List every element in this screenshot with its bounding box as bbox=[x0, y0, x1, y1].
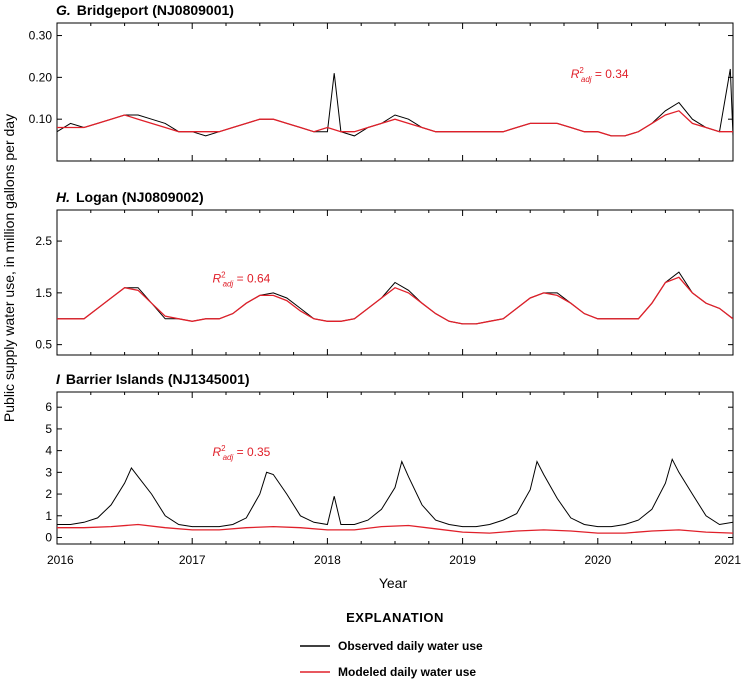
observed-series-line bbox=[57, 457, 733, 528]
panel-h: H. Logan (NJ0809002) 0.5 1.5 2.5 R2 adj = 0.64 bbox=[35, 189, 734, 356]
r2-value: = 0.35 bbox=[233, 445, 270, 459]
r2-annotation: R2 adj = 0.35 bbox=[212, 444, 270, 462]
r2-value: = 0.64 bbox=[233, 272, 270, 286]
panel-title: H. Logan (NJ0809002) bbox=[56, 189, 204, 205]
panel-name: Logan (NJ0809002) bbox=[76, 189, 204, 205]
panel-name: Barrier Islands (NJ1345001) bbox=[66, 371, 250, 387]
panel-letter: I bbox=[56, 371, 61, 387]
x-tick-label: 2017 bbox=[179, 553, 206, 567]
modeled-series-line bbox=[57, 110, 733, 137]
legend: EXPLANATION Observed daily water use Mod… bbox=[300, 610, 483, 679]
panel-name: Bridgeport (NJ0809001) bbox=[77, 2, 234, 18]
observed-series-line bbox=[57, 271, 733, 325]
y-tick-label: 2 bbox=[45, 487, 52, 501]
x-tick-label: 2016 bbox=[47, 553, 74, 567]
r2-annotation: R2 adj = 0.34 bbox=[571, 66, 629, 84]
r2-symbol: R bbox=[212, 445, 221, 459]
panel-g: G. Bridgeport (NJ0809001) 0.10 0.20 0.30 R2 ad… bbox=[29, 2, 734, 162]
r2-superscript: 2 bbox=[579, 66, 584, 75]
panel-letter: G. bbox=[56, 2, 71, 18]
y-tick-label: 4 bbox=[45, 444, 52, 458]
r2-symbol: R bbox=[571, 67, 580, 81]
x-tick-label: 2018 bbox=[314, 553, 341, 567]
r2-superscript: 2 bbox=[221, 444, 226, 453]
y-tick-label: 6 bbox=[45, 400, 52, 414]
r2-subscript: adj bbox=[581, 75, 592, 84]
y-tick-label: 3 bbox=[45, 465, 52, 479]
modeled-series-line bbox=[57, 523, 733, 534]
r2-superscript: 2 bbox=[221, 271, 226, 280]
y-tick-label: 1.5 bbox=[35, 286, 52, 300]
y-tick-label: 0.5 bbox=[35, 338, 52, 352]
x-tick-label: 2021 bbox=[714, 553, 741, 567]
legend-title: EXPLANATION bbox=[346, 610, 444, 625]
r2-symbol: R bbox=[212, 272, 221, 286]
y-tick-label: 0.10 bbox=[29, 112, 53, 126]
r2-value: = 0.34 bbox=[592, 67, 629, 81]
legend-label-modeled: Modeled daily water use bbox=[338, 665, 476, 679]
r2-subscript: adj bbox=[223, 280, 234, 289]
y-tick-label: 1 bbox=[45, 509, 52, 523]
y-tick-label: 0.30 bbox=[29, 29, 53, 43]
y-tick-label: 0 bbox=[45, 530, 52, 544]
y-tick-label: 2.5 bbox=[35, 234, 52, 248]
plot-frame bbox=[56, 391, 734, 545]
modeled-series-line bbox=[57, 276, 733, 325]
panel-title: G. Bridgeport (NJ0809001) bbox=[56, 2, 234, 18]
y-axis-label: Public supply water use, in million gall… bbox=[1, 114, 17, 422]
r2-annotation: R2 adj = 0.64 bbox=[212, 271, 270, 289]
plot-frame bbox=[56, 22, 734, 162]
y-tick-label: 5 bbox=[45, 422, 52, 436]
x-tick-label: 2020 bbox=[584, 553, 611, 567]
x-axis-label: Year bbox=[379, 575, 408, 591]
y-tick-label: 0.20 bbox=[29, 70, 53, 84]
panel-title: I Barrier Islands (NJ1345001) bbox=[56, 371, 250, 387]
x-axis-ticks: 2016 2017 2018 2019 2020 2021 bbox=[47, 553, 741, 567]
panel-letter: H. bbox=[56, 189, 70, 205]
r2-subscript: adj bbox=[223, 453, 234, 462]
x-tick-label: 2019 bbox=[449, 553, 476, 567]
legend-label-observed: Observed daily water use bbox=[338, 639, 483, 653]
